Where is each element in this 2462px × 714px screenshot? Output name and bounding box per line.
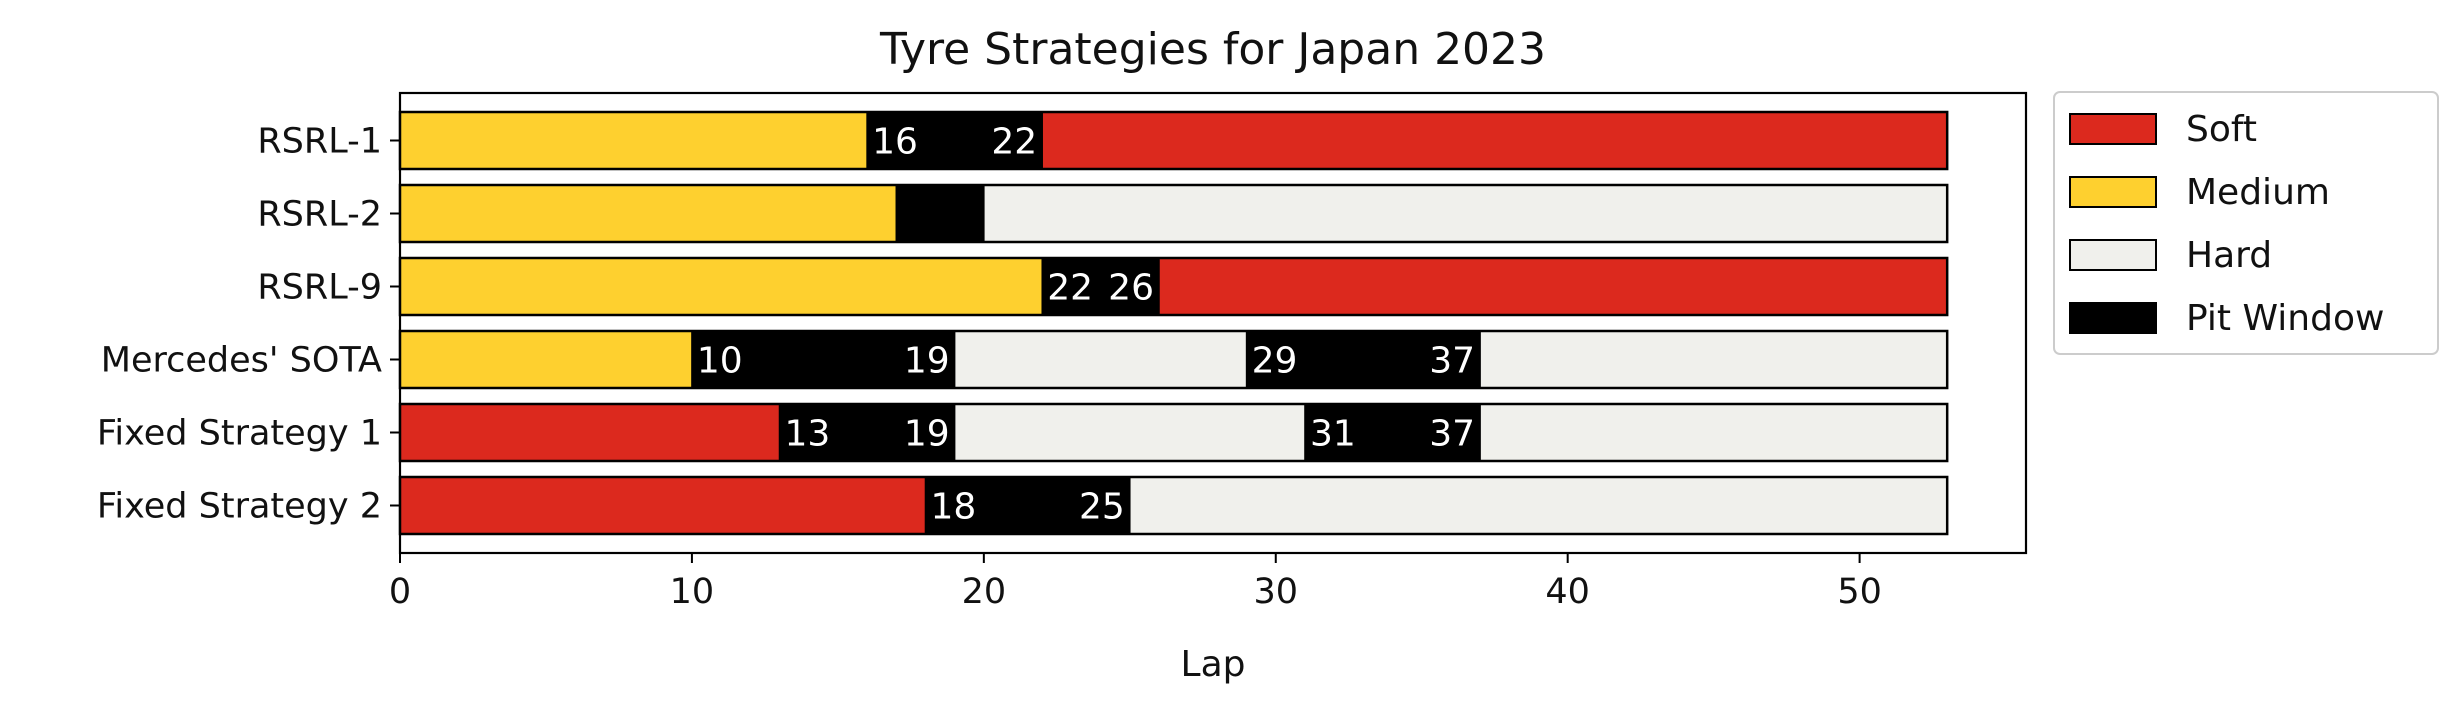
legend-swatch: [2069, 113, 2157, 145]
y-tick-label: RSRL-2: [257, 195, 382, 235]
stint-bar-soft: [399, 476, 927, 535]
pit-start-label: 16: [872, 122, 918, 163]
stint-bar-pit: [896, 185, 984, 242]
y-tick-label: Fixed Strategy 1: [97, 414, 382, 454]
legend-swatch: [2069, 239, 2157, 271]
strategy-row: 16 22: [398, 110, 1949, 171]
x-tick-label: 20: [962, 572, 1007, 612]
stint-bar-hard: [953, 403, 1306, 462]
pit-start-label: 31: [1310, 414, 1356, 455]
legend: Soft Medium Hard Pit Window: [2053, 91, 2439, 355]
stint-bar-pit: [691, 331, 955, 388]
stint-bar-medium: [399, 330, 693, 389]
stint-bar-pit: [779, 404, 955, 461]
legend-item: Medium: [2069, 172, 2330, 213]
legend-box: [2053, 91, 2439, 355]
pit-end-label: 25: [1079, 487, 1125, 528]
stint-bar-medium: [399, 257, 1043, 316]
legend-swatch: [2069, 302, 2157, 334]
stint-bar-soft: [1158, 257, 1948, 316]
stint-bar-pit: [867, 112, 1043, 169]
legend-swatch: [2069, 176, 2157, 208]
stint-bar-soft: [399, 403, 781, 462]
legend-item: Pit Window: [2069, 298, 2384, 339]
pit-start-label: 22: [1047, 268, 1093, 309]
stint-bar-hard: [953, 330, 1248, 389]
stint-bar-hard: [983, 184, 1948, 243]
x-axis: 0 10 20 30 40 50: [389, 553, 1882, 612]
stint-bar-pit: [1042, 258, 1159, 315]
strategy-row: 13 19 31 37: [398, 402, 1949, 463]
strategy-row: [398, 183, 1949, 244]
pit-end-label: 26: [1108, 268, 1154, 309]
strategy-row: 22 26: [398, 256, 1949, 317]
pit-start-label: 29: [1252, 341, 1298, 382]
plot-frame: [398, 91, 2028, 555]
stint-bar-hard: [1479, 403, 1948, 462]
stint-bar-pit: [925, 477, 1130, 534]
legend-label: Pit Window: [2186, 298, 2384, 339]
stint-bar-medium: [399, 184, 898, 243]
pit-end-label: 22: [991, 122, 1037, 163]
stint-bar-hard: [1479, 330, 1948, 389]
strategy-row: 10 19 29 37: [398, 329, 1949, 390]
pit-end-label: 19: [904, 341, 950, 382]
y-tick-label: RSRL-9: [257, 268, 382, 308]
y-tick-label: Fixed Strategy 2: [97, 487, 382, 527]
legend-label: Hard: [2186, 235, 2272, 276]
stint-bar-pit: [1246, 331, 1481, 388]
x-tick-label: 0: [389, 572, 411, 612]
strategy-row: 18 25: [398, 475, 1949, 536]
chart-title: Tyre Strategies for Japan 2023: [879, 24, 1546, 75]
y-tick-label: Mercedes' SOTA: [101, 341, 382, 381]
legend-label: Medium: [2186, 172, 2330, 213]
x-tick-label: 10: [670, 572, 715, 612]
y-axis: RSRL-1 RSRL-2 RSRL-9 Mercedes' SOTA Fixed St…: [97, 122, 400, 527]
legend-label: Soft: [2186, 109, 2257, 150]
y-tick-label: RSRL-1: [257, 122, 382, 162]
stint-bar-hard: [1129, 476, 1948, 535]
stint-bar-pit: [1304, 404, 1481, 461]
pit-start-label: 10: [697, 341, 743, 382]
legend-item: Hard: [2069, 235, 2272, 276]
legend-item: Soft: [2069, 109, 2257, 150]
pit-end-label: 37: [1429, 414, 1475, 455]
stint-bar-soft: [1041, 111, 1948, 170]
pit-start-label: 18: [930, 487, 976, 528]
pit-start-label: 13: [784, 414, 830, 455]
x-tick-label: 50: [1837, 572, 1882, 612]
pit-end-label: 37: [1429, 341, 1475, 382]
x-axis-label: Lap: [1181, 644, 1246, 685]
x-tick-label: 40: [1545, 572, 1590, 612]
stint-bar-medium: [399, 111, 868, 170]
x-tick-label: 30: [1253, 572, 1298, 612]
pit-end-label: 19: [904, 414, 950, 455]
